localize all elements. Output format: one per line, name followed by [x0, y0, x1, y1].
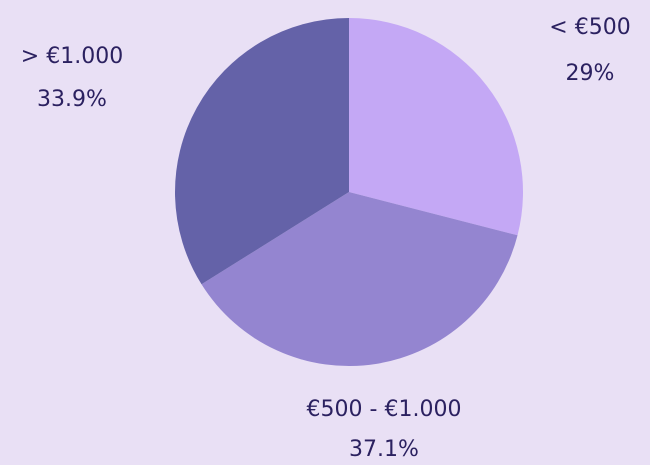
pie-slice [349, 18, 523, 236]
value-label: 33.9% [37, 87, 107, 112]
slice-label: < €500 [549, 15, 630, 40]
pie-slice [201, 192, 518, 366]
pie-slice [175, 18, 349, 285]
value-label: 37.1% [349, 437, 419, 462]
slice-label: > €1.000 [21, 44, 123, 69]
slice-label: €500 - €1.000 [307, 397, 462, 422]
value-label: 29% [566, 61, 615, 86]
